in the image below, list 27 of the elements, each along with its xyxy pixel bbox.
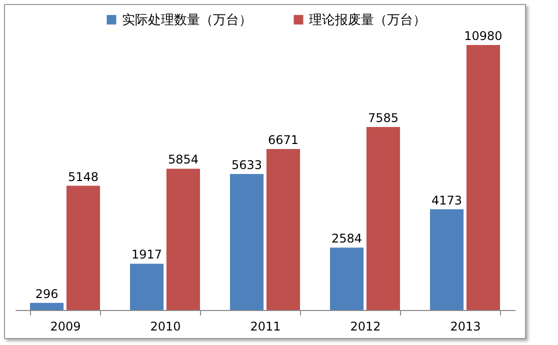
bar <box>366 126 400 310</box>
x-tick-label: 2010 <box>150 320 181 334</box>
data-label: 4173 <box>431 193 462 208</box>
data-label: 2584 <box>331 232 362 246</box>
data-label: 6671 <box>268 132 299 147</box>
legend-label: 实际处理数量（万台） <box>122 12 252 28</box>
data-label: 5148 <box>68 170 99 184</box>
bar <box>130 264 164 310</box>
bar <box>466 45 500 310</box>
bar <box>66 186 100 310</box>
bar <box>230 174 264 310</box>
x-tick-label: 2012 <box>350 320 381 334</box>
bar <box>330 248 364 310</box>
data-label: 5854 <box>168 152 199 167</box>
x-tick-label: 2011 <box>250 320 281 334</box>
x-tick-label: 2009 <box>50 320 81 334</box>
bar <box>430 209 464 310</box>
bar <box>30 302 64 310</box>
data-label: 7585 <box>368 110 399 125</box>
data-label: 5633 <box>231 158 262 172</box>
data-label: 296 <box>35 286 58 301</box>
legend-label: 理论报废量（万台） <box>309 12 426 28</box>
bar <box>166 168 200 310</box>
bar <box>266 148 300 310</box>
data-label: 10980 <box>464 29 502 43</box>
data-label: 1917 <box>131 248 162 262</box>
x-tick-label: 2013 <box>450 320 481 334</box>
